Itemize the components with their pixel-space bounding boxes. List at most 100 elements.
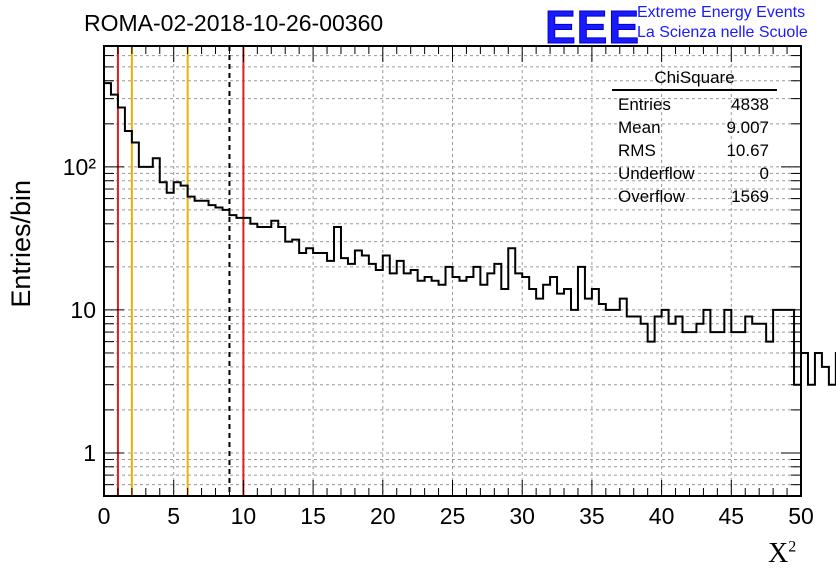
histogram-bin <box>160 182 167 496</box>
histogram-bin <box>571 310 578 496</box>
histogram-bin <box>320 253 327 496</box>
histogram-bin <box>815 353 822 496</box>
histogram-bin <box>773 310 780 496</box>
histogram-bin <box>236 218 243 496</box>
histogram-bin <box>285 242 292 496</box>
histogram-bin <box>418 281 425 496</box>
eee-logo-line1: Extreme Energy Events <box>637 4 806 21</box>
histogram-bin <box>292 240 299 496</box>
stats-row-underflow: Underflow 0 <box>612 162 777 185</box>
histogram-bin <box>125 131 132 496</box>
histogram-bin <box>257 227 264 496</box>
stats-value: 9.007 <box>726 118 769 137</box>
histogram-bin <box>459 281 466 496</box>
histogram-bin <box>202 201 209 496</box>
histogram-bin <box>501 289 508 496</box>
histogram-bin <box>592 289 599 496</box>
histogram-bin <box>731 332 738 496</box>
stats-label: Mean <box>618 118 661 137</box>
x-tick-label: 45 <box>719 503 745 529</box>
histogram-bin <box>606 310 613 496</box>
histogram-bin <box>801 353 808 496</box>
histogram-bin <box>313 253 320 496</box>
histogram-bin <box>543 285 550 496</box>
histogram-bin <box>341 258 348 496</box>
stats-label: Overflow <box>618 187 686 206</box>
histogram-bin <box>229 215 236 496</box>
histogram-bin <box>369 264 376 496</box>
x-tick-label: 40 <box>649 503 675 529</box>
histogram-bin <box>104 83 111 496</box>
histogram-outline <box>103 82 836 496</box>
histogram-bin <box>299 253 306 496</box>
histogram-bin <box>271 221 278 496</box>
chart-title: ROMA-02-2018-10-26-00360 <box>84 10 384 36</box>
x-tick-label: 5 <box>167 503 180 529</box>
x-tick-label: 35 <box>579 503 605 529</box>
histogram-bin <box>522 277 529 496</box>
histogram-bin <box>508 248 515 496</box>
histogram-bin <box>655 316 662 496</box>
histogram-bin <box>209 205 216 496</box>
histogram-bin <box>634 316 641 496</box>
histogram-bin <box>766 342 773 496</box>
y-tick-label: 1 <box>83 440 96 466</box>
histogram-bin <box>376 270 383 496</box>
x-tick-label: 10 <box>231 503 257 529</box>
x-tick-label: 50 <box>788 503 814 529</box>
stats-label: RMS <box>618 141 656 160</box>
stats-label: Underflow <box>618 164 695 183</box>
y-tick-label: 10 <box>70 297 96 323</box>
y-tick-label: 10² <box>63 154 97 180</box>
histogram-bin <box>487 273 494 496</box>
stats-value: 0 <box>759 164 769 183</box>
histogram-bin <box>689 332 696 496</box>
histogram-bin <box>181 186 188 496</box>
histogram-bin <box>515 273 522 496</box>
histogram-bin <box>383 256 390 496</box>
x-tick-label: 25 <box>440 503 466 529</box>
eee-logo-line2: La Scienza nelle Scuole <box>637 24 808 41</box>
histogram-bin <box>536 299 543 496</box>
x-axis-label-sup: 2 <box>788 538 797 556</box>
histogram-bin <box>557 294 564 496</box>
histogram-bin <box>599 304 606 496</box>
x-tick-label: 30 <box>509 503 535 529</box>
histogram-bin <box>132 143 139 496</box>
histogram-bin <box>174 182 181 496</box>
histogram-bin <box>676 316 683 496</box>
histogram-bin <box>641 324 648 496</box>
histogram-bin <box>348 264 355 496</box>
histogram-bin <box>250 224 257 496</box>
histogram-bin <box>111 95 118 496</box>
stats-value: 10.67 <box>726 141 769 160</box>
histogram-bin <box>453 277 460 496</box>
histogram-bin <box>397 261 404 496</box>
x-tick-label: 15 <box>300 503 326 529</box>
histogram-bin <box>146 167 153 496</box>
vertical-lines-layer <box>116 46 245 496</box>
histogram-bin <box>759 324 766 496</box>
histogram-bin <box>662 310 669 496</box>
histogram-bin <box>829 385 836 496</box>
histogram-bin <box>738 332 745 496</box>
eee-logo: EEE <box>544 1 641 54</box>
histogram-bin <box>564 289 571 496</box>
stats-row-overflow: Overflow 1569 <box>612 185 777 208</box>
histogram-bin <box>683 332 690 496</box>
histogram-bin <box>334 227 341 496</box>
histogram-bin <box>362 256 369 496</box>
histogram-bin <box>306 248 313 496</box>
stats-box-title: ChiSquare <box>612 68 777 91</box>
histogram-bin <box>153 158 160 496</box>
histogram-bin <box>264 227 271 496</box>
histogram-bin <box>696 324 703 496</box>
histogram-bin <box>473 267 480 496</box>
histogram-bin <box>432 281 439 496</box>
stats-row-mean: Mean 9.007 <box>612 116 777 139</box>
histogram-bin <box>404 273 411 496</box>
histogram-bin <box>620 299 627 496</box>
histogram-bin <box>578 267 585 496</box>
histogram-bin <box>648 342 655 496</box>
